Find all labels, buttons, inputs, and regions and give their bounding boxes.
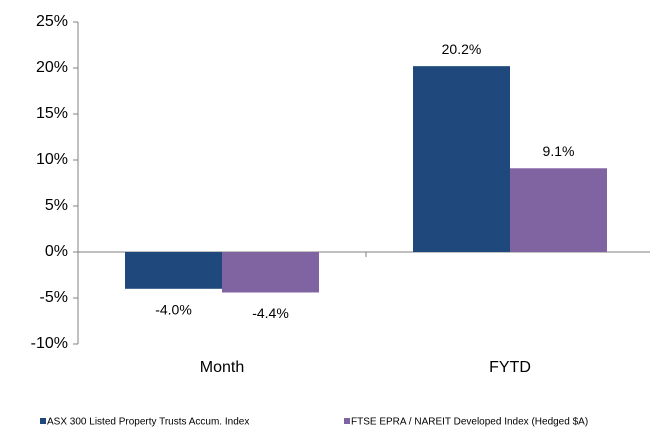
value-label: 20.2%: [442, 41, 482, 57]
y-tick-label: 15%: [36, 105, 68, 122]
bar: [413, 66, 510, 252]
bar: [125, 252, 222, 289]
legend-swatch: [40, 418, 46, 424]
legend-label: FTSE EPRA / NAREIT Developed Index (Hedg…: [351, 417, 588, 428]
y-tick-label: 0%: [45, 243, 68, 260]
y-tick-label: -5%: [40, 289, 68, 306]
value-label: -4.4%: [252, 305, 289, 321]
x-tick-label: Month: [200, 359, 244, 376]
value-label: -4.0%: [155, 302, 192, 318]
y-tick-label: 25%: [36, 13, 68, 30]
y-tick-label: 10%: [36, 151, 68, 168]
value-label: 9.1%: [543, 143, 575, 159]
legend-swatch: [344, 418, 350, 424]
y-tick-label: 5%: [45, 197, 68, 214]
bar: [510, 168, 607, 252]
y-tick-label: 20%: [36, 59, 68, 76]
legend-label: ASX 300 Listed Property Trusts Accum. In…: [47, 417, 249, 428]
bar: [222, 252, 319, 293]
y-tick-label: -10%: [31, 335, 68, 352]
x-tick-label: FYTD: [489, 359, 531, 376]
